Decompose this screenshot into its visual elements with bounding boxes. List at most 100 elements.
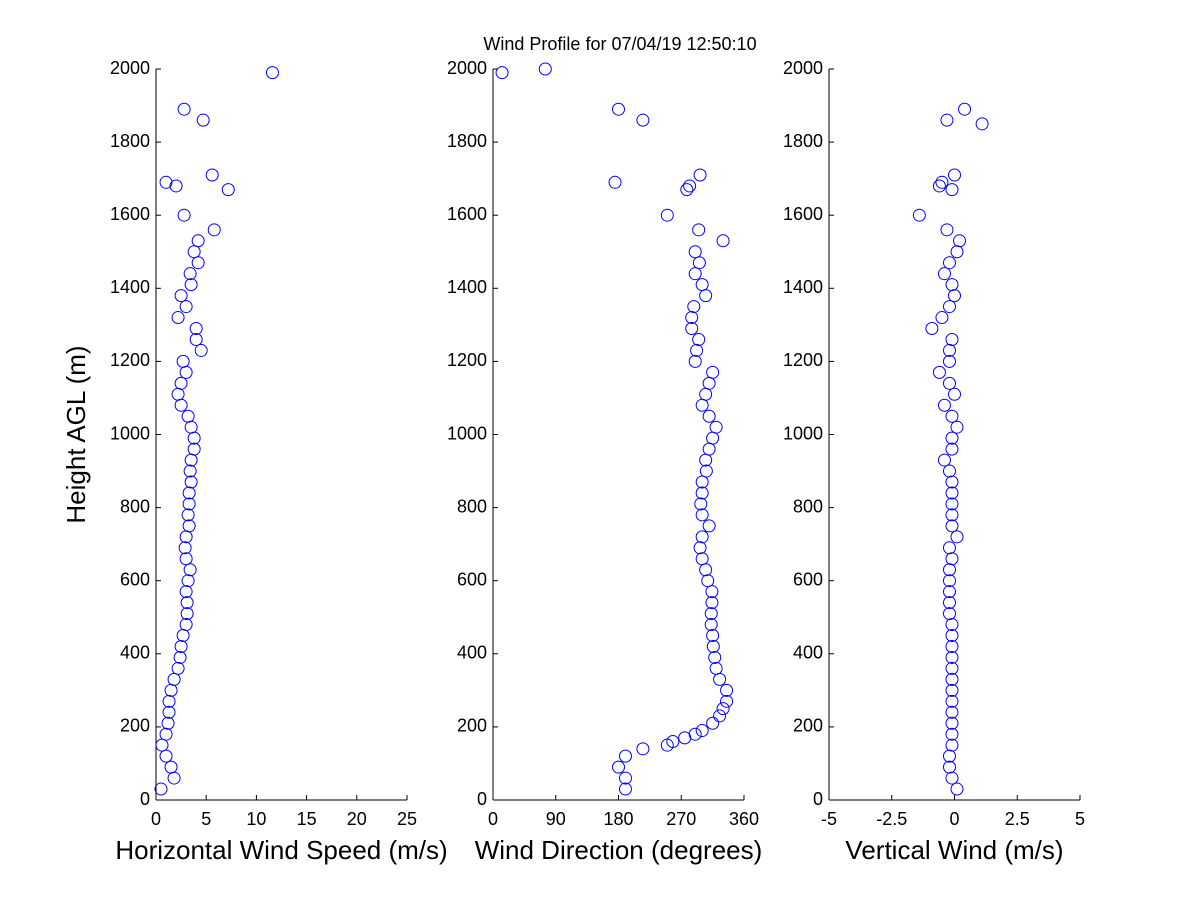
point [942,376,956,390]
y-tick-label: 1000 [447,423,487,443]
y-tick-label: 200 [793,716,823,736]
point [935,175,949,189]
point [958,102,972,116]
point [699,464,713,478]
point [154,782,168,796]
point [716,234,730,248]
point [618,782,632,796]
point [709,420,723,434]
x-tick-label: 5 [1075,809,1085,829]
point [945,332,959,346]
point [618,771,632,785]
point [177,208,191,222]
point [935,311,949,325]
point [706,639,720,653]
x-tick-label: 5 [201,809,211,829]
point [221,183,235,197]
point [181,508,195,522]
point [177,102,191,116]
point [945,497,959,511]
point [704,607,718,621]
point [174,289,188,303]
point [182,486,196,500]
point [953,234,967,248]
point [950,782,964,796]
point [708,650,722,664]
point [945,661,959,675]
y-tick-label: 1600 [110,204,150,224]
point [184,278,198,292]
point [161,716,175,730]
point [159,727,173,741]
y-tick-label: 1400 [447,277,487,297]
y-tick-label: 1000 [783,423,823,443]
point [179,618,193,632]
point [945,694,959,708]
y-tick-label: 1600 [783,204,823,224]
point [695,486,709,500]
point [942,760,956,774]
point [187,442,201,456]
point [945,672,959,686]
point [945,442,959,456]
y-tick-label: 1400 [783,277,823,297]
point [942,607,956,621]
y-tick-label: 0 [813,789,823,809]
point [695,552,709,566]
point [942,541,956,555]
point [179,585,193,599]
point [612,102,625,116]
point [942,585,956,599]
point [937,398,951,412]
x-tick-label: 270 [666,809,696,829]
point [945,486,959,500]
point [178,541,192,555]
point [706,716,720,730]
point [945,639,959,653]
point [942,464,956,478]
point [975,117,989,131]
y-tick-label: 0 [477,789,487,809]
point [265,66,279,80]
y-tick-label: 0 [140,789,150,809]
point [685,322,699,336]
point [191,234,205,248]
x-tick-label: 180 [603,809,633,829]
point [709,661,723,675]
point [694,497,708,511]
point [925,322,939,336]
point [176,354,190,368]
point [945,705,959,719]
x-tick-label: 25 [397,809,417,829]
point [702,519,716,533]
point [683,179,697,193]
point [693,168,707,182]
point [159,175,173,189]
point [695,724,709,738]
y-tick-label: 400 [120,643,150,663]
x-tick-label: 20 [347,809,367,829]
y-tick-label: 600 [793,569,823,589]
point [688,727,702,741]
y-tick-label: 600 [457,569,487,589]
point [932,365,946,379]
point [183,464,197,478]
point [945,629,959,643]
point [194,343,208,357]
point [912,208,926,222]
point [706,365,720,379]
y-tick-label: 1800 [447,131,487,151]
point [179,300,193,314]
point [950,530,964,544]
point [695,530,709,544]
y-tick-label: 1000 [110,423,150,443]
point [174,376,188,390]
point [618,749,632,763]
point [942,300,956,314]
point [945,183,959,197]
point [181,409,195,423]
y-tick-label: 2000 [110,58,150,78]
point [688,354,702,368]
point [942,256,956,270]
